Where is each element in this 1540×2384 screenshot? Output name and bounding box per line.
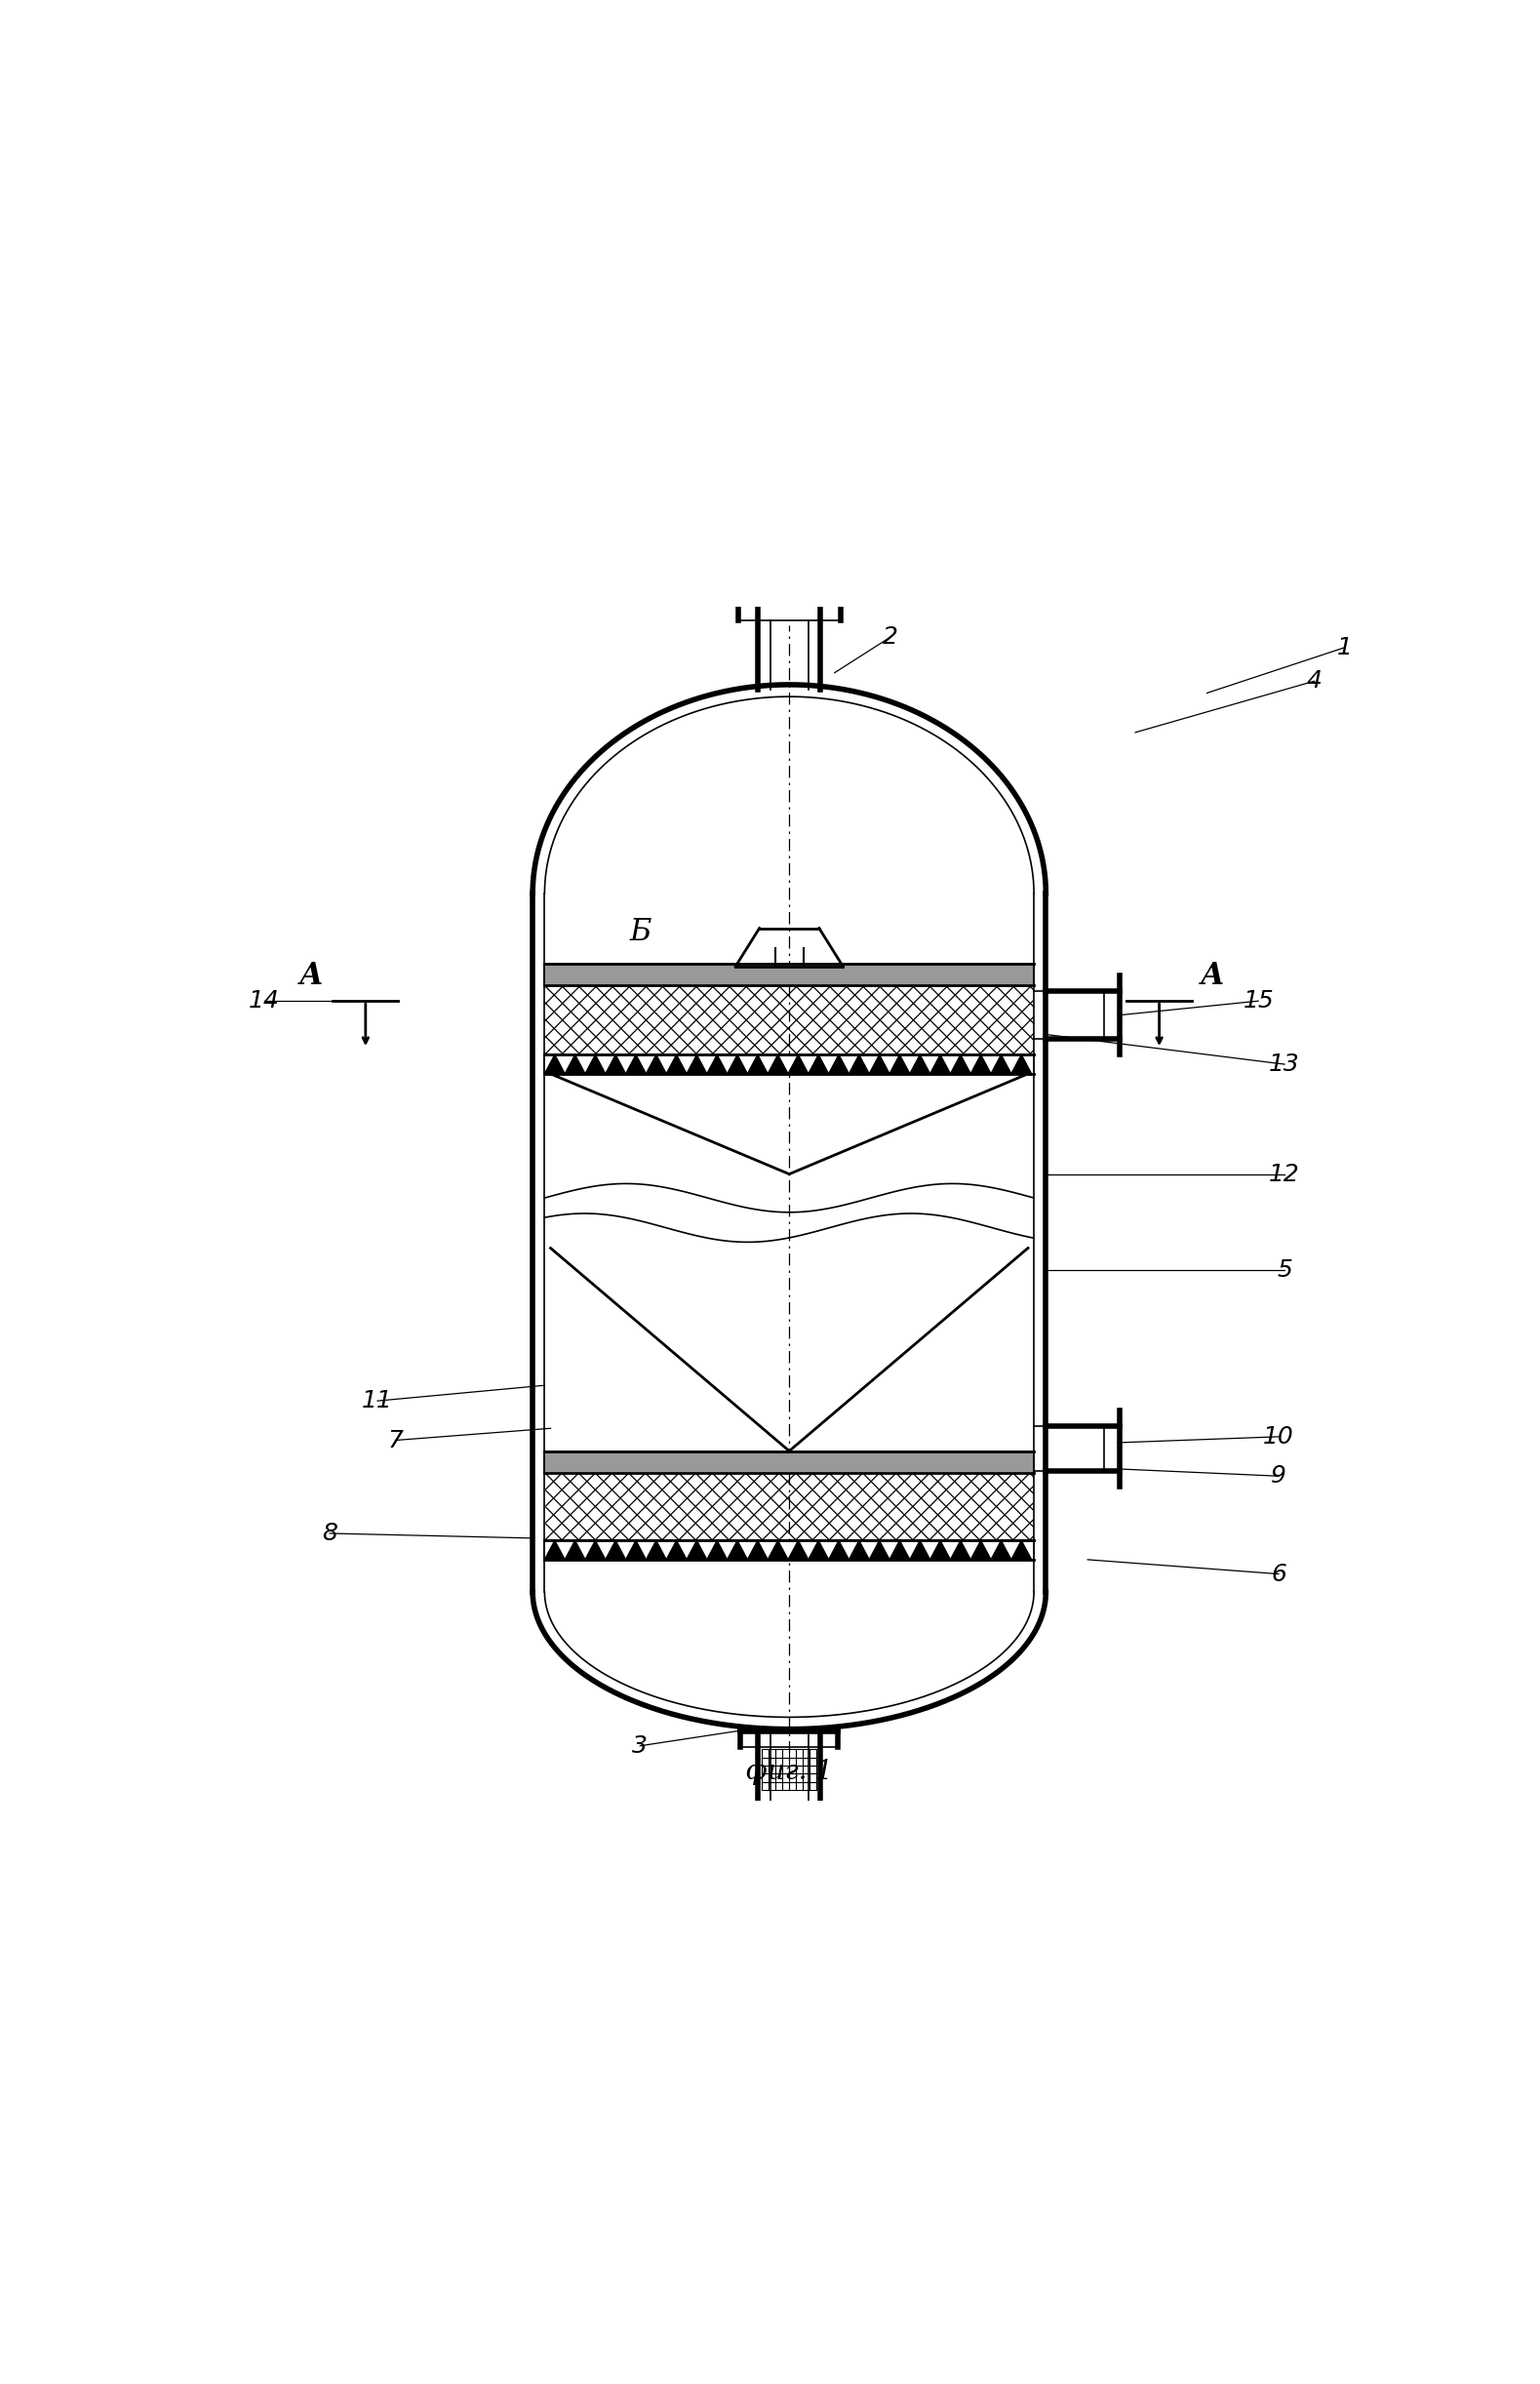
Polygon shape xyxy=(565,1054,585,1073)
Text: Б: Б xyxy=(630,915,651,946)
Text: 14: 14 xyxy=(248,989,280,1013)
Polygon shape xyxy=(707,1540,727,1559)
Polygon shape xyxy=(869,1054,890,1073)
Polygon shape xyxy=(950,1054,970,1073)
Polygon shape xyxy=(625,1054,647,1073)
Text: А: А xyxy=(1201,961,1226,992)
Polygon shape xyxy=(910,1054,930,1073)
Polygon shape xyxy=(930,1054,950,1073)
Polygon shape xyxy=(910,1540,930,1559)
Text: 5: 5 xyxy=(1277,1259,1292,1280)
Polygon shape xyxy=(1012,1540,1032,1559)
Bar xyxy=(545,1540,1033,1559)
Polygon shape xyxy=(605,1054,625,1073)
Polygon shape xyxy=(545,1540,565,1559)
Polygon shape xyxy=(990,1540,1012,1559)
Polygon shape xyxy=(788,1540,809,1559)
Polygon shape xyxy=(1012,1054,1032,1073)
Polygon shape xyxy=(585,1540,605,1559)
Polygon shape xyxy=(788,1054,809,1073)
Text: фиг. 1: фиг. 1 xyxy=(745,1759,833,1786)
Text: 8: 8 xyxy=(322,1521,337,1545)
Text: 2: 2 xyxy=(882,625,898,648)
Polygon shape xyxy=(647,1540,667,1559)
Polygon shape xyxy=(829,1540,849,1559)
Polygon shape xyxy=(890,1054,910,1073)
Polygon shape xyxy=(625,1540,647,1559)
Polygon shape xyxy=(687,1054,707,1073)
Polygon shape xyxy=(545,1054,565,1073)
Text: 6: 6 xyxy=(1270,1562,1286,1585)
Polygon shape xyxy=(667,1054,687,1073)
Polygon shape xyxy=(605,1540,625,1559)
Polygon shape xyxy=(747,1540,768,1559)
Polygon shape xyxy=(747,1054,768,1073)
Text: 4: 4 xyxy=(1306,670,1323,694)
Polygon shape xyxy=(768,1054,788,1073)
Polygon shape xyxy=(890,1540,910,1559)
Text: А: А xyxy=(300,961,323,992)
Polygon shape xyxy=(667,1540,687,1559)
Text: 10: 10 xyxy=(1263,1426,1294,1449)
Text: 15: 15 xyxy=(1243,989,1274,1013)
Text: 12: 12 xyxy=(1269,1163,1300,1185)
Text: 9: 9 xyxy=(1270,1464,1286,1488)
Text: 1: 1 xyxy=(1337,637,1352,660)
Polygon shape xyxy=(930,1540,950,1559)
Polygon shape xyxy=(990,1054,1012,1073)
Polygon shape xyxy=(727,1540,747,1559)
Polygon shape xyxy=(707,1054,727,1073)
Polygon shape xyxy=(809,1054,829,1073)
Polygon shape xyxy=(585,1054,605,1073)
Polygon shape xyxy=(950,1540,970,1559)
Text: 13: 13 xyxy=(1269,1054,1300,1075)
Polygon shape xyxy=(768,1540,788,1559)
Polygon shape xyxy=(849,1540,869,1559)
Polygon shape xyxy=(970,1540,990,1559)
Polygon shape xyxy=(849,1054,869,1073)
Polygon shape xyxy=(647,1054,667,1073)
Polygon shape xyxy=(565,1540,585,1559)
Bar xyxy=(545,1054,1033,1073)
Polygon shape xyxy=(869,1540,890,1559)
Polygon shape xyxy=(809,1540,829,1559)
Bar xyxy=(545,1452,1033,1473)
Bar xyxy=(545,963,1033,985)
Polygon shape xyxy=(687,1540,707,1559)
Text: 3: 3 xyxy=(633,1733,648,1757)
Text: 7: 7 xyxy=(388,1428,403,1452)
Text: 11: 11 xyxy=(362,1390,393,1414)
Polygon shape xyxy=(829,1054,849,1073)
Polygon shape xyxy=(727,1054,747,1073)
Polygon shape xyxy=(970,1054,990,1073)
